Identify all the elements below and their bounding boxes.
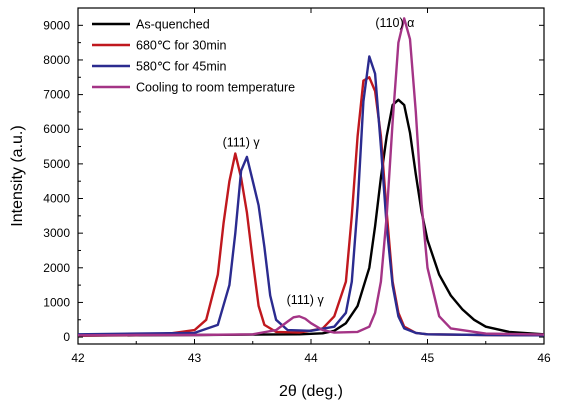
legend: As-quenched 680℃ for 30min 580℃ for 45min C… xyxy=(92,18,295,95)
y-axis-title: Intensity (a.u.) xyxy=(9,125,26,226)
series-line-3 xyxy=(78,17,544,337)
peak-annotation: (110) α xyxy=(375,16,414,30)
y-tick-label: 7000 xyxy=(43,88,70,102)
x-tick-label: 43 xyxy=(188,351,202,365)
y-tick-label: 1000 xyxy=(43,295,70,309)
legend-label-0: As-quenched xyxy=(136,18,210,32)
legend-label-2: 580℃ for 45min xyxy=(136,60,227,74)
x-tick-label: 42 xyxy=(71,351,85,365)
x-tick-label: 46 xyxy=(537,351,551,365)
y-tick-label: 0 xyxy=(63,330,70,344)
y-tick-label: 9000 xyxy=(43,18,70,32)
peak-annotation: (111) γ xyxy=(223,136,261,150)
series-line-0 xyxy=(78,98,544,337)
y-tick-label: 5000 xyxy=(43,157,70,171)
legend-label-3: Cooling to room temperature xyxy=(136,81,295,95)
series-line-2 xyxy=(78,55,544,337)
plot-area xyxy=(77,7,545,345)
y-tick-label: 4000 xyxy=(43,192,70,206)
x-tick-label: 44 xyxy=(304,351,318,365)
y-tick-label: 2000 xyxy=(43,261,70,275)
y-tick-label: 8000 xyxy=(43,53,70,67)
peak-annotation: (111) γ xyxy=(287,293,325,307)
x-axis-title: 2θ (deg.) xyxy=(279,383,343,400)
y-tick-label: 6000 xyxy=(43,122,70,136)
legend-label-1: 680℃ for 30min xyxy=(136,39,227,53)
x-tick-label: 45 xyxy=(421,351,435,365)
y-tick-label: 3000 xyxy=(43,226,70,240)
